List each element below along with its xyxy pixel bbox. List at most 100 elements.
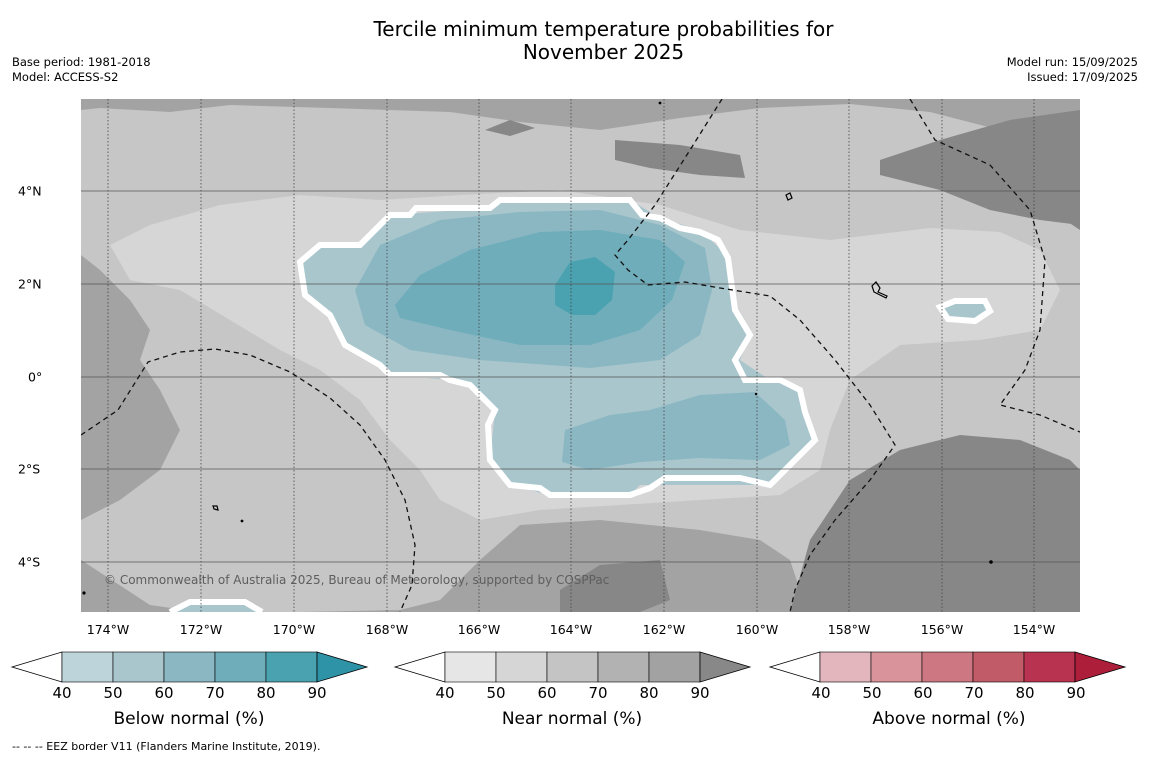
parallels xyxy=(81,190,1080,563)
map-title: Tercile minimum temperature probabilitie… xyxy=(0,18,1150,64)
below-normal-70-region xyxy=(395,230,685,345)
colorbar-below-tick: 60 xyxy=(154,684,174,702)
colorbar-above-tick: 80 xyxy=(1015,684,1035,702)
graticule xyxy=(107,99,1035,612)
colorbar-below-title: Below normal (%) xyxy=(113,709,265,729)
colorbar-near-tick: 50 xyxy=(486,684,506,702)
near-normal-80-region xyxy=(615,140,745,178)
lon-label-160w: 160°W xyxy=(735,622,779,637)
below-normal-80-region xyxy=(555,257,615,315)
lon-label-164w: 164°W xyxy=(549,622,593,637)
colorbar-swatch xyxy=(819,651,872,683)
below-normal-40-outline xyxy=(168,599,264,612)
below-normal-40-outline xyxy=(296,197,819,498)
below-normal-60-region xyxy=(562,392,790,470)
colorbar-swatch xyxy=(648,651,701,683)
colorbar-swatch xyxy=(495,651,548,683)
colorbar-under-extension xyxy=(10,651,63,683)
map-area xyxy=(81,99,1080,612)
colorbar-near-normal-swatches xyxy=(393,651,752,683)
near-normal-80-region xyxy=(790,435,1080,612)
island-outline xyxy=(785,192,793,201)
near-normal-80-region xyxy=(880,110,1080,225)
colorbar-swatch xyxy=(870,651,923,683)
title-line-1: Tercile minimum temperature probabilitie… xyxy=(373,17,834,41)
colorbar-swatch xyxy=(444,651,497,683)
colorbar-swatch xyxy=(112,651,165,683)
island-outline xyxy=(212,505,219,511)
lon-label-166w: 166°W xyxy=(457,622,501,637)
colorbar-swatch xyxy=(597,651,650,683)
base-period: Base period: 1981-2018 xyxy=(12,55,151,69)
colorbar-above-normal xyxy=(768,651,1127,683)
colorbar-above-tick: 40 xyxy=(811,684,831,702)
copyright-notice: © Commonwealth of Australia 2025, Bureau… xyxy=(104,573,610,587)
colorbar-above-title: Above normal (%) xyxy=(872,709,1026,729)
metadata-right: Model run: 15/09/2025 Issued: 17/09/2025 xyxy=(1007,55,1138,85)
colorbar-swatch xyxy=(61,651,114,683)
colorbar-near-tick: 40 xyxy=(435,684,455,702)
model-run: Model run: 15/09/2025 xyxy=(1006,55,1138,69)
colorbar-over-extension xyxy=(1074,651,1127,683)
colorbar-above-tick: 60 xyxy=(913,684,933,702)
metadata-left: Base period: 1981-2018 Model: ACCESS-S2 xyxy=(12,55,151,85)
colorbar-swatch xyxy=(546,651,599,683)
island-dot xyxy=(240,519,244,523)
colorbar-below-tick: 50 xyxy=(103,684,123,702)
colorbar-swatch xyxy=(972,651,1025,683)
colorbar-near-tick: 70 xyxy=(588,684,608,702)
colorbar-below-tick: 40 xyxy=(52,684,72,702)
near-normal-80-region xyxy=(485,120,535,136)
colorbar-under-extension xyxy=(393,651,446,683)
lon-label-162w: 162°W xyxy=(642,622,686,637)
colorbar-below-tick: 80 xyxy=(256,684,276,702)
eez-footnote: -- -- -- EEZ border V11 (Flanders Marine… xyxy=(12,740,321,753)
colorbar-swatch xyxy=(265,651,318,683)
colorbar-swatch xyxy=(163,651,216,683)
lat-label-4s: 4°S xyxy=(18,554,41,570)
lon-label-156w: 156°W xyxy=(920,622,964,637)
islands xyxy=(82,101,993,595)
eez-border-kiribati-west xyxy=(81,348,416,612)
colorbar-under-extension xyxy=(768,651,821,683)
colorbar-over-extension xyxy=(316,651,369,683)
colorbar-above-tick: 70 xyxy=(964,684,984,702)
colorbar-near-normal xyxy=(393,651,752,683)
model-name: Model: ACCESS-S2 xyxy=(12,70,119,84)
issued-date: Issued: 17/09/2025 xyxy=(1027,70,1138,84)
lat-label-4n: 4°N xyxy=(18,183,42,199)
eez-borders xyxy=(81,99,1080,612)
near-normal-80-region xyxy=(1060,175,1080,230)
island-dot xyxy=(658,101,662,105)
island-dot xyxy=(82,591,86,595)
below-normal-40-outline xyxy=(935,298,994,325)
lon-label-168w: 168°W xyxy=(365,622,409,637)
island-dot xyxy=(989,560,993,564)
eez-border-french-polynesia xyxy=(909,99,1080,433)
near-normal-80-region xyxy=(560,560,670,612)
colorbar-swatch xyxy=(1023,651,1076,683)
eez-border-kiribati-east xyxy=(614,99,896,612)
colorbar-over-extension xyxy=(699,651,752,683)
island-outline xyxy=(871,281,888,299)
lat-label-equator: 0° xyxy=(28,369,43,385)
lon-label-170w: 170°W xyxy=(272,622,316,637)
lon-label-172w: 172°W xyxy=(179,622,223,637)
lat-label-2n: 2°N xyxy=(18,276,42,292)
colorbar-near-tick: 90 xyxy=(690,684,710,702)
colorbar-above-normal-swatches xyxy=(768,651,1127,683)
colorbar-below-normal-swatches xyxy=(10,651,369,683)
title-line-2: November 2025 xyxy=(522,40,685,64)
lon-label-154w: 154°W xyxy=(1012,622,1056,637)
lat-label-2s: 2°S xyxy=(18,461,41,477)
colorbar-swatch xyxy=(214,651,267,683)
colorbar-near-tick: 80 xyxy=(639,684,659,702)
colorbar-swatch xyxy=(921,651,974,683)
colorbar-below-tick: 90 xyxy=(307,684,327,702)
colorbar-below-normal xyxy=(10,651,369,683)
island-dot xyxy=(754,392,758,396)
lon-label-174w: 174°W xyxy=(86,622,130,637)
colorbar-above-tick: 50 xyxy=(862,684,882,702)
colorbar-above-tick: 90 xyxy=(1066,684,1086,702)
